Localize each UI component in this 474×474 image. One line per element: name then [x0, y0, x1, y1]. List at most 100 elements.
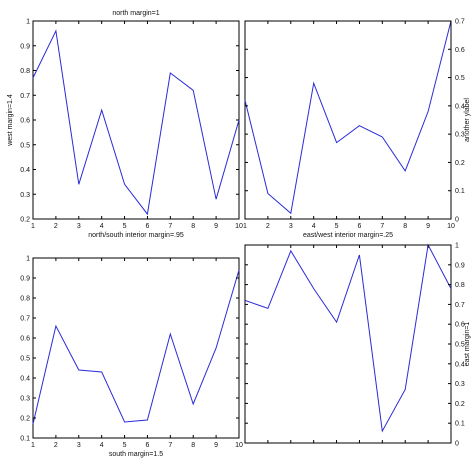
x-tick-label: 6: [145, 223, 149, 230]
y-ticks: 0.1 0.2 0.3 0.4 0.5 0.6 0.7 0.8 0.9 1: [20, 256, 239, 443]
y-tick-label: 0.7: [455, 19, 465, 26]
x-tick-label: 7: [168, 442, 172, 449]
x-tick-label: 2: [54, 223, 58, 230]
y-axis-label: another ylabel: [464, 98, 471, 142]
y-tick-label: 0.5: [20, 356, 30, 363]
x-ticks: [244, 245, 452, 443]
x-tick-label: 4: [100, 223, 104, 230]
y-tick-label: 0.5: [455, 342, 465, 349]
x-tick-label: 3: [77, 442, 81, 449]
y-tick-label: 0.1: [455, 421, 465, 428]
x-ticks: 1 2 3 4 5 6 7 8 9 10: [31, 258, 243, 449]
y-tick-label: 0.6: [20, 118, 30, 125]
y-tick-label: 0.2: [20, 416, 30, 423]
y-tick-label: 0.8: [455, 282, 465, 289]
y-tick-label: 0.2: [20, 217, 30, 224]
x-tick-label: 6: [357, 223, 361, 230]
y-tick-label: 0.6: [455, 47, 465, 54]
x-tick-label: 2: [54, 442, 58, 449]
subplot-bottom-left: 1 2 3 4 5 6 7 8 9 10 0.10.20.30.40.50.60.70.80.91…: [20, 256, 243, 459]
y-tick-label: 1: [26, 256, 30, 263]
series-line: [244, 243, 452, 433]
x-tick-label: 9: [426, 223, 430, 230]
y-tick-label: 0.7: [20, 93, 30, 100]
subplot-top-left: 1 2 3 4 5 6 7 8 9 10 0.2 0.3 0.4 0.5 0.6 0.7 0.8 0.9 1 no…: [7, 10, 243, 239]
axes-title: north margin=1: [112, 10, 159, 17]
y-tick-label: 0.8: [20, 296, 30, 303]
y-tick-label: 0.9: [20, 276, 30, 283]
x-tick-label: 1: [243, 223, 247, 230]
y-tick-label: 0.2: [455, 160, 465, 167]
y-tick-label: 0.2: [455, 401, 465, 408]
x-ticks: 1 2 3 4 5 6 7 8 9 10: [31, 21, 243, 230]
y-axis-label: west margin=1.4: [7, 94, 14, 147]
x-tick-label: 8: [191, 442, 195, 449]
x-tick-label: 9: [214, 223, 218, 230]
x-axis-label: south margin=1.5: [109, 451, 163, 458]
x-tick-label: 4: [100, 442, 104, 449]
y-tick-label: 1: [455, 243, 459, 250]
y-ticks: 0 0.1 0.2 0.3 0.4 0.5 0.6 0.7: [245, 19, 465, 224]
series-line: [244, 20, 452, 215]
y-tick-label: 0.9: [20, 43, 30, 50]
axes-frame: [32, 20, 240, 220]
y-tick-label: 0.4: [455, 361, 465, 368]
series-line-group: [244, 243, 452, 433]
x-tick-label: 7: [380, 223, 384, 230]
y-tick-label: 0.3: [20, 396, 30, 403]
y-tick-label: 0.7: [20, 316, 30, 323]
y-tick-label: 0.5: [20, 142, 30, 149]
series-line-group: [244, 20, 452, 215]
x-axis-label: north/south interior margin=.95: [88, 232, 184, 239]
series-line-group: [32, 269, 240, 425]
x-tick-label: 1: [31, 442, 35, 449]
x-tick-label: 3: [77, 223, 81, 230]
x-tick-label: 8: [403, 223, 407, 230]
y-tick-label: 0.4: [20, 376, 30, 383]
x-tick-label: 1: [31, 223, 35, 230]
series-line: [32, 29, 240, 216]
y-tick-label: 0: [455, 217, 459, 224]
x-tick-label: 7: [168, 223, 172, 230]
x-tick-label: 8: [191, 223, 195, 230]
y-tick-label: 0.4: [455, 103, 465, 110]
subplot-top-right: 1 2 3 4 5 6 7 8 9 10 0 0.1 0.2 0.3 0.4 0.5 0.6 0.7 east/…: [243, 19, 471, 240]
series-line-group: [32, 29, 240, 216]
x-tick-label: 10: [235, 442, 243, 449]
x-tick-label: 5: [123, 442, 127, 449]
y-tick-label: 0.3: [455, 381, 465, 388]
y-tick-label: 0.5: [455, 75, 465, 82]
x-tick-label: 4: [312, 223, 316, 230]
x-tick-label: 9: [214, 442, 218, 449]
y-tick-label: 0.1: [455, 188, 465, 195]
y-ticks: 0.2 0.3 0.4 0.5 0.6 0.7 0.8 0.9 1: [20, 19, 239, 224]
x-ticks: 1 2 3 4 5 6 7 8 9 10: [243, 21, 455, 230]
x-tick-label: 5: [123, 223, 127, 230]
y-tick-label: 0.6: [20, 336, 30, 343]
x-axis-label: east/west interior margin=.25: [303, 232, 393, 239]
x-tick-label: 5: [335, 223, 339, 230]
axes-frame: [244, 20, 452, 220]
x-tick-label: 3: [289, 223, 293, 230]
y-tick-label: 0.9: [455, 262, 465, 269]
x-tick-label: 2: [266, 223, 270, 230]
x-tick-label: 10: [447, 223, 455, 230]
y-tick-label: 0: [455, 441, 459, 448]
series-line: [32, 269, 240, 425]
y-axis-label: east margin=1: [464, 322, 471, 367]
y-ticks: 0 0.1 0.2 0.3 0.4 0.5 0.6 0.7 0.8 0.9 1: [245, 243, 465, 448]
subplot-bottom-right: 0 0.1 0.2 0.3 0.4 0.5 0.6 0.7 0.8 0.9 1 east margi…: [244, 243, 471, 448]
y-tick-label: 1: [26, 19, 30, 26]
axes-frame: [244, 244, 452, 444]
y-tick-label: 0.3: [20, 192, 30, 199]
x-tick-label: 10: [235, 223, 243, 230]
y-tick-label: 0.4: [20, 167, 30, 174]
y-tick-label: 0.7: [455, 302, 465, 309]
axes-frame: [32, 257, 240, 439]
y-tick-label: 0.1: [20, 436, 30, 443]
y-tick-label: 0.8: [20, 68, 30, 75]
x-tick-label: 6: [145, 442, 149, 449]
y-tick-label: 0.6: [455, 322, 465, 329]
y-tick-label: 0.3: [455, 132, 465, 139]
